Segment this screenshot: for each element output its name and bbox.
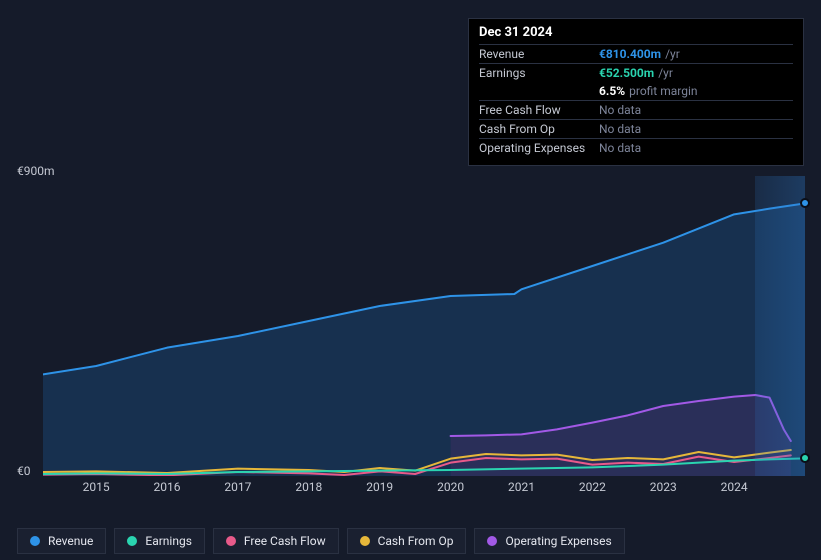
legend-dot-icon (30, 536, 40, 546)
tooltip-row: Earnings€52.500m/yr (479, 63, 793, 82)
chart-svg (43, 176, 805, 476)
y-axis-label: €0 (17, 464, 31, 478)
financials-chart[interactable]: 2015 2016 2017 2018 2019 2020 2021 2022 2023 2024… (17, 160, 805, 510)
tooltip-row: Free Cash FlowNo data (479, 100, 793, 119)
legend-label: Revenue (48, 534, 93, 548)
legend-item-revenue[interactable]: Revenue (17, 528, 106, 554)
legend-item-free-cash-flow[interactable]: Free Cash Flow (213, 528, 339, 554)
legend-dot-icon (487, 536, 497, 546)
legend-label: Operating Expenses (505, 534, 611, 548)
x-axis-label: 2020 (437, 480, 464, 494)
tooltip-margin-row: 6.5%profit margin (479, 82, 793, 100)
legend-label: Cash From Op (378, 534, 454, 548)
tooltip-margin-value: 6.5%profit margin (599, 84, 698, 98)
x-axis-label: 2015 (83, 480, 110, 494)
tooltip-row: Revenue€810.400m/yr (479, 44, 793, 63)
series-end-marker-revenue (800, 198, 810, 208)
tooltip-row-label: Cash From Op (479, 122, 599, 136)
chart-tooltip: Dec 31 2024 Revenue€810.400m/yrEarnings€… (468, 18, 804, 166)
tooltip-row-label: Free Cash Flow (479, 103, 599, 117)
x-axis-label: 2017 (224, 480, 251, 494)
tooltip-row-value: No data (599, 141, 641, 155)
tooltip-date: Dec 31 2024 (479, 25, 793, 44)
legend-dot-icon (360, 536, 370, 546)
legend-dot-icon (226, 536, 236, 546)
x-axis-label: 2022 (579, 480, 606, 494)
series-end-marker-earnings (800, 453, 810, 463)
tooltip-row-value: No data (599, 103, 641, 117)
chart-legend: Revenue Earnings Free Cash Flow Cash From O… (17, 528, 625, 554)
x-axis-label: 2021 (508, 480, 535, 494)
legend-item-operating-expenses[interactable]: Operating Expenses (474, 528, 624, 554)
y-axis-label: €900m (17, 164, 55, 178)
x-axis-label: 2023 (650, 480, 677, 494)
x-axis-label: 2018 (295, 480, 322, 494)
x-axis-label: 2019 (366, 480, 393, 494)
tooltip-row: Cash From OpNo data (479, 119, 793, 138)
legend-label: Earnings (145, 534, 192, 548)
chart-x-axis: 2015 2016 2017 2018 2019 2020 2021 2022 2023 2024 (43, 480, 805, 500)
tooltip-row-value: €52.500m/yr (599, 66, 673, 80)
tooltip-row-value: No data (599, 122, 641, 136)
legend-label: Free Cash Flow (244, 534, 326, 548)
legend-dot-icon (127, 536, 137, 546)
x-axis-label: 2016 (154, 480, 181, 494)
chart-highlight-band (755, 176, 805, 476)
legend-item-earnings[interactable]: Earnings (114, 528, 205, 554)
tooltip-row-label: Earnings (479, 66, 599, 80)
tooltip-row-label: Operating Expenses (479, 141, 599, 155)
tooltip-row: Operating ExpensesNo data (479, 138, 793, 157)
tooltip-row-label: Revenue (479, 47, 599, 61)
x-axis-label: 2024 (721, 480, 748, 494)
tooltip-row-value: €810.400m/yr (599, 47, 680, 61)
chart-plot-area[interactable] (43, 176, 805, 476)
legend-item-cash-from-op[interactable]: Cash From Op (347, 528, 467, 554)
